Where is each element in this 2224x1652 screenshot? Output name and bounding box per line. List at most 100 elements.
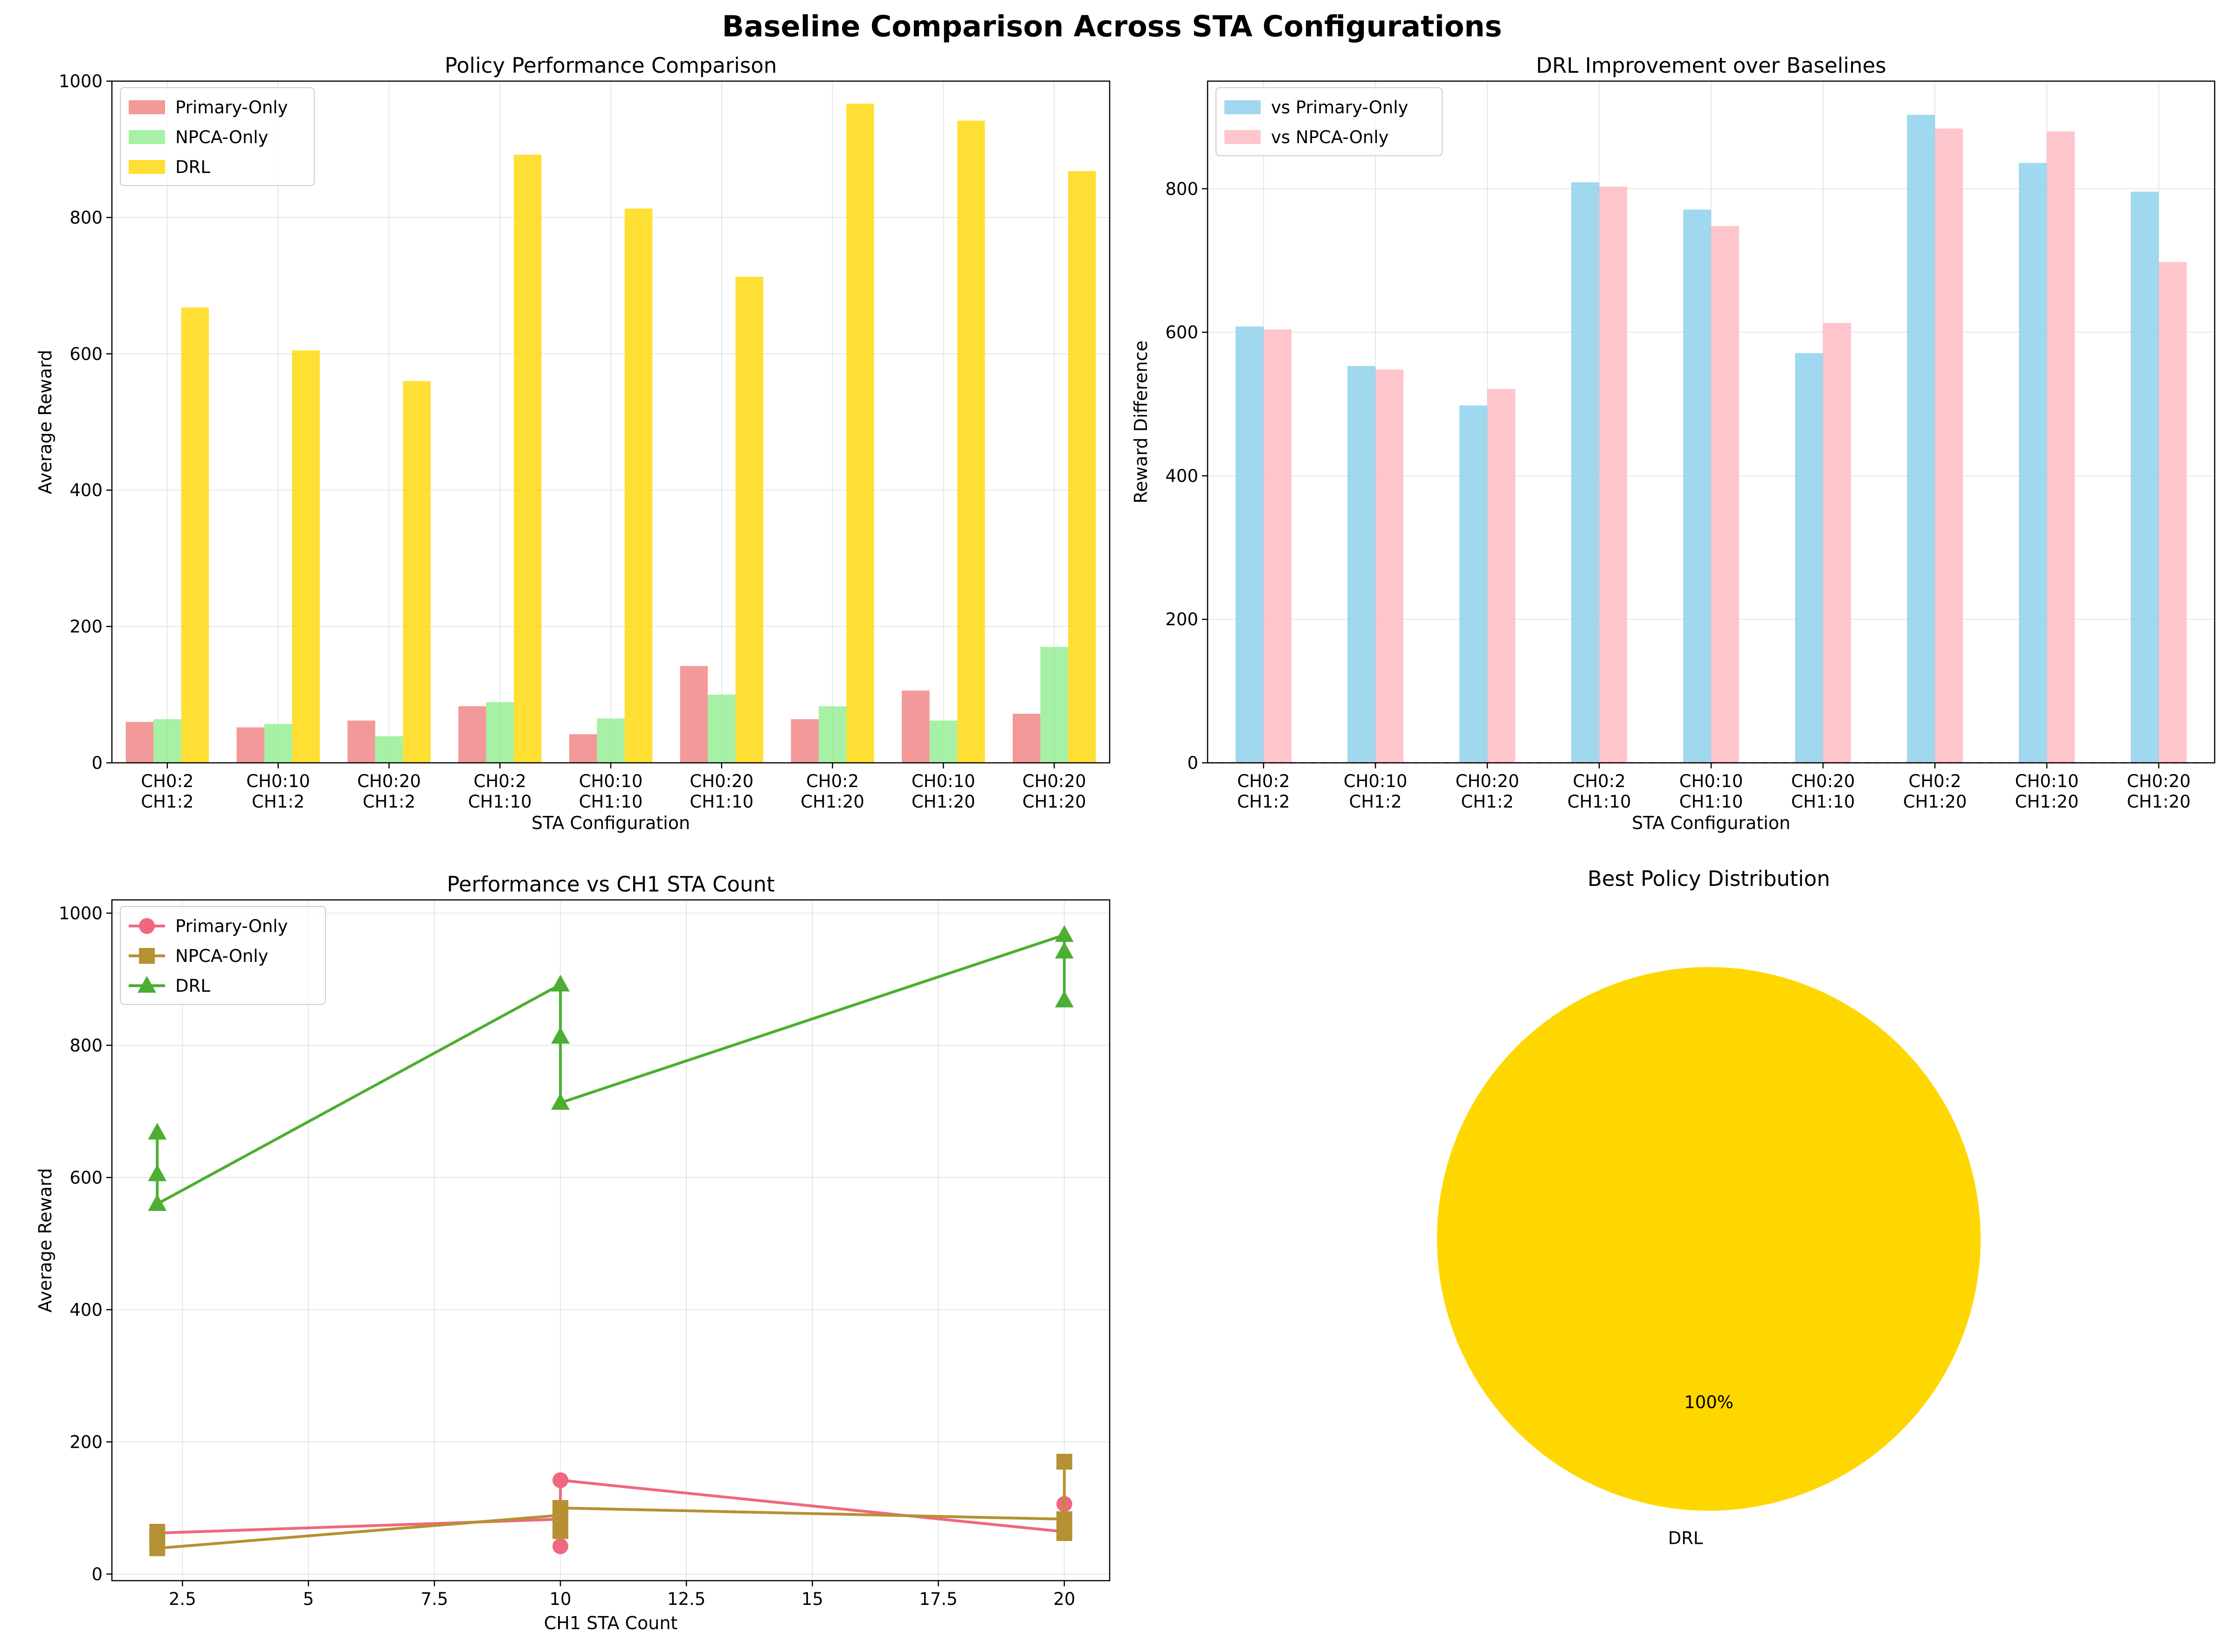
y-tick-label: 1000	[59, 71, 103, 91]
legend-swatch	[1224, 130, 1261, 144]
legend-label: Primary-Only	[175, 916, 288, 936]
x-tick-label: 12.5	[667, 1589, 705, 1609]
bar-drl	[735, 276, 763, 763]
legend-marker	[139, 948, 155, 964]
bar-primary-only	[791, 719, 819, 763]
y-tick-label: 200	[69, 617, 103, 637]
y-tick-label: 800	[69, 1036, 103, 1056]
legend-label: Primary-Only	[175, 97, 288, 118]
legend-label: DRL	[175, 976, 210, 996]
bar-npca-only	[486, 702, 514, 763]
figure-title: Baseline Comparison Across STA Configura…	[722, 9, 1502, 43]
x-tick-label: CH1:2	[363, 792, 415, 812]
x-tick-label: CH1:2	[1461, 792, 1513, 812]
bar-drl	[292, 350, 320, 763]
bar-vs-npca-only	[2047, 131, 2075, 763]
x-tick-label: CH0:10	[246, 771, 310, 791]
data-point-drl	[551, 975, 570, 992]
legend-box	[120, 87, 315, 186]
legend-swatch	[129, 130, 165, 144]
x-tick-label: CH0:2	[141, 771, 193, 791]
x-tick-label: CH0:10	[579, 771, 643, 791]
bar-primary-only	[347, 720, 375, 763]
bar-npca-only	[708, 694, 736, 763]
data-point-npca-only	[552, 1523, 568, 1539]
policy-performance-chart: CH0:2CH1:2CH0:10CH1:2CH0:20CH1:2CH0:2CH1…	[35, 53, 1111, 833]
y-tick-label: 800	[1165, 179, 1198, 199]
bar-npca-only	[375, 736, 403, 763]
data-point-npca-only	[552, 1500, 568, 1516]
bar-primary-only	[236, 727, 264, 763]
y-tick-label: 200	[1165, 609, 1198, 629]
x-axis-label: STA Configuration	[1632, 813, 1790, 833]
bar-primary-only	[1012, 713, 1041, 763]
x-tick-label: CH0:2	[806, 771, 859, 791]
y-tick-label: 1000	[59, 903, 103, 923]
data-point-primary-only	[552, 1472, 568, 1488]
chart-title: DRL Improvement over Baselines	[1536, 53, 1886, 78]
bar-vs-npca-only	[1711, 226, 1739, 763]
drl-improvement-chart: CH0:2CH1:2CH0:10CH1:2CH0:20CH1:2CH0:2CH1…	[1131, 53, 2216, 833]
x-tick-label: CH0:10	[912, 771, 975, 791]
chart-title: Performance vs CH1 STA Count	[447, 872, 774, 897]
bar-drl	[957, 120, 985, 763]
bar-vs-primary-only	[1236, 326, 1264, 763]
y-tick-label: 0	[1187, 753, 1198, 773]
bar-vs-npca-only	[1823, 323, 1851, 763]
x-tick-label: CH1:2	[141, 792, 193, 812]
data-point-drl	[148, 1122, 167, 1140]
bar-vs-npca-only	[1264, 329, 1292, 763]
x-tick-label: CH0:20	[1456, 771, 1520, 791]
y-tick-label: 0	[91, 1564, 103, 1584]
data-point-npca-only	[1056, 1511, 1072, 1528]
bar-vs-primary-only	[1683, 209, 1711, 763]
data-point-drl	[1055, 941, 1074, 959]
bar-npca-only	[597, 718, 625, 763]
x-tick-label: CH0:20	[1791, 771, 1855, 791]
x-tick-label: CH1:20	[2015, 792, 2079, 812]
best-policy-pie-chart: Best Policy Distribution 100% DRL	[1437, 866, 1981, 1548]
pie-slice	[1437, 967, 1981, 1511]
x-tick-label: CH1:2	[1349, 792, 1402, 812]
legend-label: vs NPCA-Only	[1271, 127, 1388, 147]
x-tick-label: CH0:10	[2015, 771, 2079, 791]
performance-vs-ch1-chart: 2.5 5 7.5 10 12.5 15 17.5 2002004006008001000Pe…	[35, 872, 1111, 1633]
y-tick-label: 200	[69, 1432, 103, 1452]
x-tick-label: 5	[303, 1589, 314, 1609]
x-tick-label: CH1:20	[912, 792, 975, 812]
data-point-npca-only	[1056, 1525, 1072, 1541]
x-tick-label: CH0:2	[1573, 771, 1625, 791]
y-axis-label: Average Reward	[35, 350, 55, 494]
y-axis-label: Average Reward	[35, 1168, 55, 1313]
x-tick-label: CH1:20	[1903, 792, 1967, 812]
bar-primary-only	[569, 734, 597, 763]
bar-vs-primary-only	[1347, 366, 1375, 763]
x-tick-label: CH0:2	[1237, 771, 1290, 791]
axes-frame	[111, 899, 1111, 1582]
bar-drl	[1068, 171, 1096, 763]
x-tick-label: 2.5	[169, 1589, 196, 1609]
x-tick-label: CH0:20	[1022, 771, 1086, 791]
bar-npca-only	[1040, 647, 1068, 763]
x-tick-label: 10	[549, 1589, 571, 1609]
y-tick-label: 400	[69, 480, 103, 500]
bar-drl	[403, 381, 431, 763]
x-tick-label: CH1:10	[1791, 792, 1855, 812]
bar-vs-primary-only	[1907, 115, 1935, 763]
bar-drl	[181, 307, 209, 763]
bar-primary-only	[680, 666, 708, 763]
x-tick-label: CH0:2	[1908, 771, 1961, 791]
y-tick-label: 400	[1165, 466, 1198, 486]
x-tick-label: 17.5	[919, 1589, 957, 1609]
bar-vs-primary-only	[1795, 353, 1823, 763]
legend-label: DRL	[175, 157, 210, 177]
bar-vs-primary-only	[1571, 182, 1599, 763]
bar-drl	[624, 208, 653, 763]
x-tick-label: CH1:2	[252, 792, 304, 812]
x-tick-label: CH1:10	[579, 792, 643, 812]
y-axis-label: Reward Difference	[1131, 340, 1151, 504]
bar-vs-primary-only	[1459, 405, 1487, 763]
x-tick-label: CH1:10	[1679, 792, 1743, 812]
x-tick-label: CH0:20	[690, 771, 753, 791]
